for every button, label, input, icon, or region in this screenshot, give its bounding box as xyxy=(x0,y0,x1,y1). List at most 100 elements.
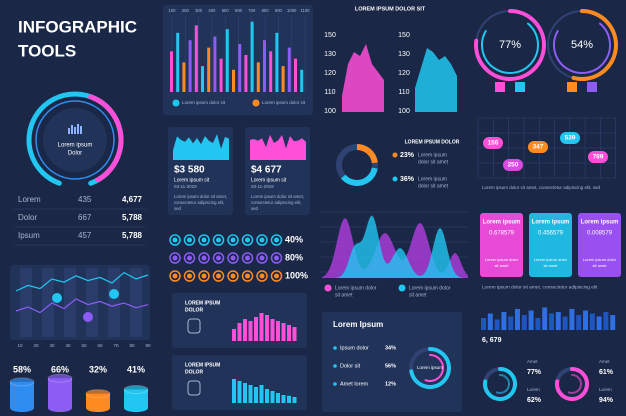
card-amount: $3 580 xyxy=(174,165,205,176)
dot-ring xyxy=(198,270,210,282)
label: Lorem ipsum xyxy=(58,143,93,149)
bar xyxy=(237,323,242,341)
dot-ring xyxy=(212,252,225,264)
dot xyxy=(187,237,192,243)
tick-label: 300 xyxy=(195,8,203,13)
bubble-label: 347 xyxy=(533,144,544,151)
card-area xyxy=(173,134,229,160)
icon-bar xyxy=(80,126,82,134)
item-value: 56% xyxy=(385,363,396,369)
value-card xyxy=(529,213,572,277)
table-cell: Dolor xyxy=(18,213,37,222)
bubble xyxy=(528,141,548,153)
bar xyxy=(281,323,286,341)
cylinder-label: 66% xyxy=(51,364,69,374)
swatch xyxy=(515,82,525,92)
tick-label: 600 xyxy=(235,8,243,13)
card-value: 0.456579 xyxy=(538,231,564,237)
bar xyxy=(535,318,541,330)
card-date: 03-11-2019 xyxy=(251,184,274,189)
gauge-label: 54% xyxy=(571,39,593,51)
dot xyxy=(230,273,236,279)
item-text: Amet xyxy=(599,359,610,364)
dot xyxy=(274,273,279,279)
dot-ring xyxy=(198,234,210,246)
x-tick-label: 30 xyxy=(49,343,55,348)
bar xyxy=(254,387,258,403)
bar xyxy=(259,385,264,403)
value-card xyxy=(578,213,621,277)
cylinder xyxy=(86,393,110,412)
item-text: dolor sit amet xyxy=(418,183,449,189)
item-value: 77% xyxy=(527,369,542,376)
dot-ring xyxy=(241,234,254,246)
dot xyxy=(245,237,250,243)
bar xyxy=(549,313,554,330)
dot-ring xyxy=(270,270,283,282)
tick-label: 500 xyxy=(222,8,230,13)
bar xyxy=(225,29,229,93)
legend-label: Lorem ipsum dolor sit xyxy=(182,100,226,105)
dot xyxy=(259,255,265,261)
legend-label: Lorem ipsum dolor xyxy=(409,285,451,291)
bar xyxy=(562,316,568,330)
donut-arc xyxy=(495,374,510,394)
highlight xyxy=(83,312,93,322)
item-text: Lorem xyxy=(527,387,540,392)
mountain xyxy=(322,215,468,278)
tick-label: 400 xyxy=(208,8,216,13)
bar xyxy=(243,383,247,403)
item-value: 23% xyxy=(400,152,415,159)
line xyxy=(15,298,149,314)
bullet xyxy=(333,364,337,368)
card-title: Lorem ipsum xyxy=(532,220,570,226)
bubble xyxy=(560,132,580,144)
tick-label: 200 xyxy=(182,8,190,13)
dot xyxy=(201,237,207,243)
donut-arc xyxy=(424,354,444,382)
cylinder-top xyxy=(123,385,149,395)
card-title: Lorem ipsum xyxy=(483,220,521,226)
column-stripe xyxy=(64,268,76,337)
gauge-label: 77% xyxy=(499,39,521,51)
table-cell: 667 xyxy=(78,213,92,222)
tick-label: 100 xyxy=(169,8,177,13)
y-tick-label: 120 xyxy=(398,70,410,77)
gauge-arc xyxy=(474,9,546,81)
area xyxy=(415,48,457,112)
bars-label: 6, 679 xyxy=(482,337,502,344)
panel-title: LOREM IPSUM DOLOR SIT xyxy=(355,6,426,12)
dot xyxy=(187,255,192,261)
card-text: sit amet xyxy=(543,263,558,268)
bar xyxy=(254,317,258,341)
dot-ring xyxy=(241,270,254,282)
y-tick-label: 150 xyxy=(398,32,410,39)
bar xyxy=(275,32,279,92)
item-value: 12% xyxy=(385,381,396,387)
donut-arc xyxy=(356,144,378,164)
gauge-arc xyxy=(571,9,618,81)
card-text: sed xyxy=(174,206,182,211)
bar xyxy=(494,319,500,330)
bar xyxy=(515,309,520,330)
card-text: sit amet xyxy=(494,263,509,268)
bubble-label: 250 xyxy=(508,162,519,169)
ring-center xyxy=(43,108,107,172)
bar xyxy=(300,69,304,92)
x-tick-label: 60 xyxy=(97,343,103,348)
cylinder xyxy=(48,378,72,412)
legend-dot xyxy=(172,99,180,107)
icon xyxy=(187,380,201,396)
dot-ring xyxy=(169,270,181,282)
dot-ring xyxy=(256,252,268,264)
bar xyxy=(259,313,264,341)
bar xyxy=(583,310,588,330)
bar xyxy=(265,389,269,403)
item-value: 62% xyxy=(527,397,542,404)
bar xyxy=(243,319,247,341)
x-tick-label: 20 xyxy=(33,343,39,348)
item-text: Amet lorem xyxy=(340,381,369,387)
dot xyxy=(230,237,236,243)
donut-arc xyxy=(567,374,582,394)
